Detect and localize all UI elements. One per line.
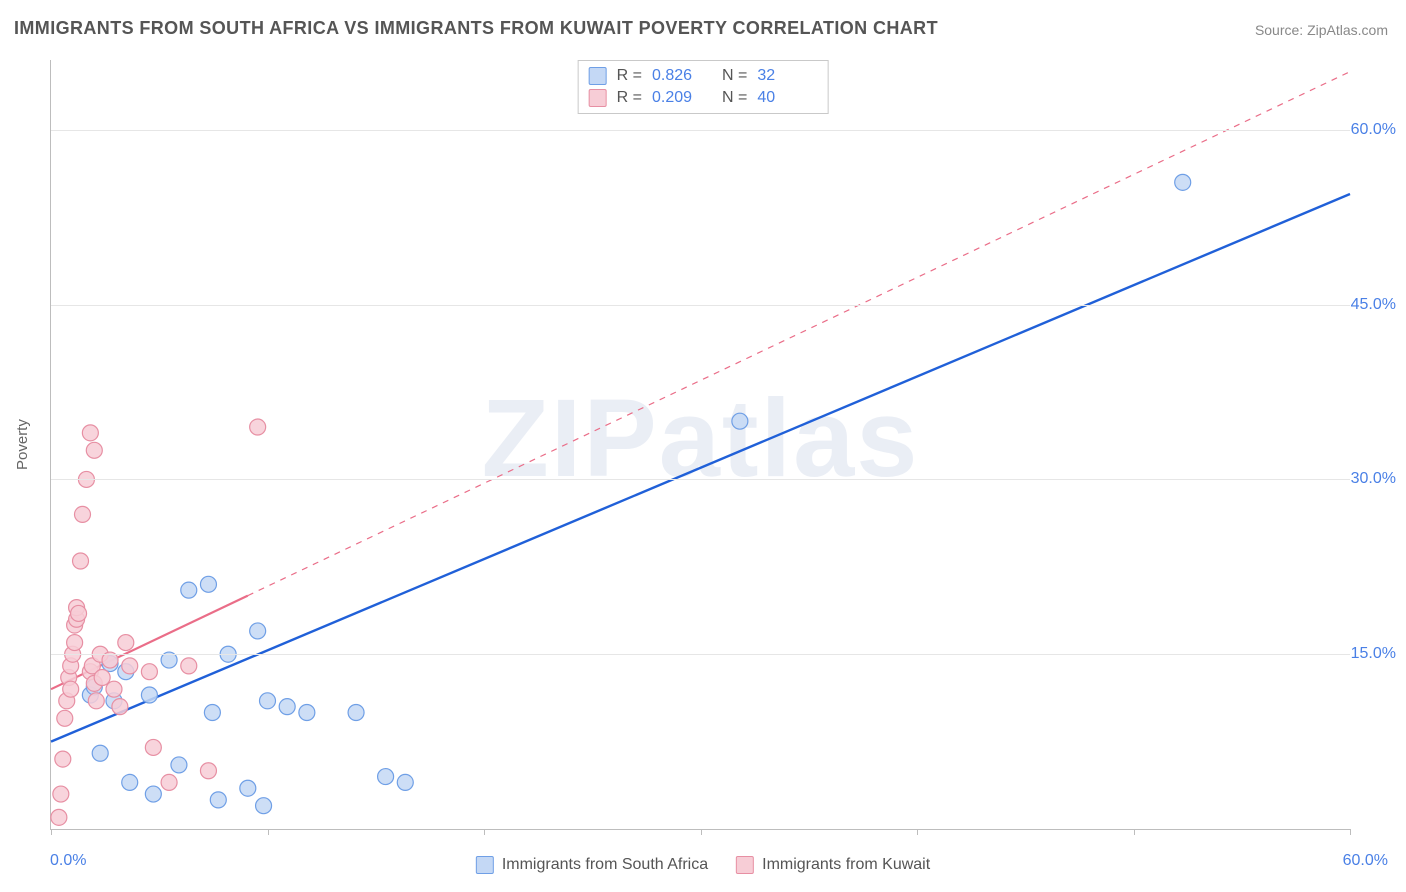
data-point: [112, 699, 128, 715]
gridline-h: [51, 305, 1350, 306]
data-point: [88, 693, 104, 709]
data-point: [732, 413, 748, 429]
legend-N-label: N =: [722, 67, 747, 85]
legend-swatch: [589, 89, 607, 107]
data-point: [161, 774, 177, 790]
data-point: [145, 739, 161, 755]
legend-N-label: N =: [722, 89, 747, 107]
x-tick: [484, 829, 485, 835]
legend-R-value: 0.209: [652, 89, 712, 107]
data-point: [181, 582, 197, 598]
plot-area: ZIPatlas: [50, 60, 1350, 830]
y-tick-label: 15.0%: [1351, 645, 1396, 663]
data-point: [299, 704, 315, 720]
regression-line: [51, 194, 1350, 742]
data-point: [73, 553, 89, 569]
regression-line: [248, 72, 1350, 596]
chart-source: Source: ZipAtlas.com: [1255, 22, 1388, 38]
legend-N-value: 40: [757, 89, 817, 107]
data-point: [74, 506, 90, 522]
legend-series-label: Immigrants from South Africa: [502, 856, 708, 874]
legend-series-label: Immigrants from Kuwait: [762, 856, 930, 874]
source-prefix: Source:: [1255, 22, 1307, 38]
x-tick: [268, 829, 269, 835]
data-point: [210, 792, 226, 808]
data-point: [122, 774, 138, 790]
data-point: [397, 774, 413, 790]
data-point: [200, 576, 216, 592]
data-point: [279, 699, 295, 715]
legend-swatch: [736, 856, 754, 874]
y-axis-label: Poverty: [14, 419, 31, 470]
x-tick: [1350, 829, 1351, 835]
data-point: [260, 693, 276, 709]
data-point: [256, 798, 272, 814]
legend-R-label: R =: [617, 89, 642, 107]
legend-item: Immigrants from South Africa: [476, 856, 708, 874]
data-point: [181, 658, 197, 674]
data-point: [250, 623, 266, 639]
data-point: [141, 687, 157, 703]
data-point: [122, 658, 138, 674]
data-point: [57, 710, 73, 726]
legend-stats-box: R = 0.826 N = 32 R = 0.209 N = 40: [578, 60, 829, 114]
x-tick: [51, 829, 52, 835]
plot-svg: [51, 60, 1350, 829]
y-tick-label: 30.0%: [1351, 470, 1396, 488]
data-point: [204, 704, 220, 720]
data-point: [51, 809, 67, 825]
legend-R-value: 0.826: [652, 67, 712, 85]
x-axis-min-label: 0.0%: [50, 852, 86, 870]
data-point: [94, 670, 110, 686]
data-point: [200, 763, 216, 779]
legend-item: Immigrants from Kuwait: [736, 856, 930, 874]
gridline-h: [51, 130, 1350, 131]
data-point: [82, 425, 98, 441]
data-point: [378, 769, 394, 785]
data-point: [71, 605, 87, 621]
data-point: [348, 704, 364, 720]
data-point: [145, 786, 161, 802]
data-point: [171, 757, 187, 773]
data-point: [118, 635, 134, 651]
data-point: [106, 681, 122, 697]
data-point: [67, 635, 83, 651]
y-tick-label: 60.0%: [1351, 121, 1396, 139]
source-value: ZipAtlas.com: [1307, 22, 1388, 38]
legend-swatch: [476, 856, 494, 874]
x-tick: [917, 829, 918, 835]
data-point: [86, 442, 102, 458]
gridline-h: [51, 479, 1350, 480]
x-tick: [701, 829, 702, 835]
legend-swatch: [589, 67, 607, 85]
legend-stats-row: R = 0.209 N = 40: [589, 87, 818, 109]
data-point: [55, 751, 71, 767]
x-tick: [1134, 829, 1135, 835]
x-axis-max-label: 60.0%: [1343, 852, 1388, 870]
chart-title: IMMIGRANTS FROM SOUTH AFRICA VS IMMIGRAN…: [14, 18, 938, 39]
legend-R-label: R =: [617, 67, 642, 85]
gridline-h: [51, 654, 1350, 655]
data-point: [63, 681, 79, 697]
data-point: [53, 786, 69, 802]
legend-N-value: 32: [757, 67, 817, 85]
y-tick-label: 45.0%: [1351, 296, 1396, 314]
legend-series: Immigrants from South Africa Immigrants …: [476, 856, 930, 874]
legend-stats-row: R = 0.826 N = 32: [589, 65, 818, 87]
data-point: [250, 419, 266, 435]
data-point: [141, 664, 157, 680]
data-point: [240, 780, 256, 796]
data-point: [92, 745, 108, 761]
data-point: [1175, 174, 1191, 190]
